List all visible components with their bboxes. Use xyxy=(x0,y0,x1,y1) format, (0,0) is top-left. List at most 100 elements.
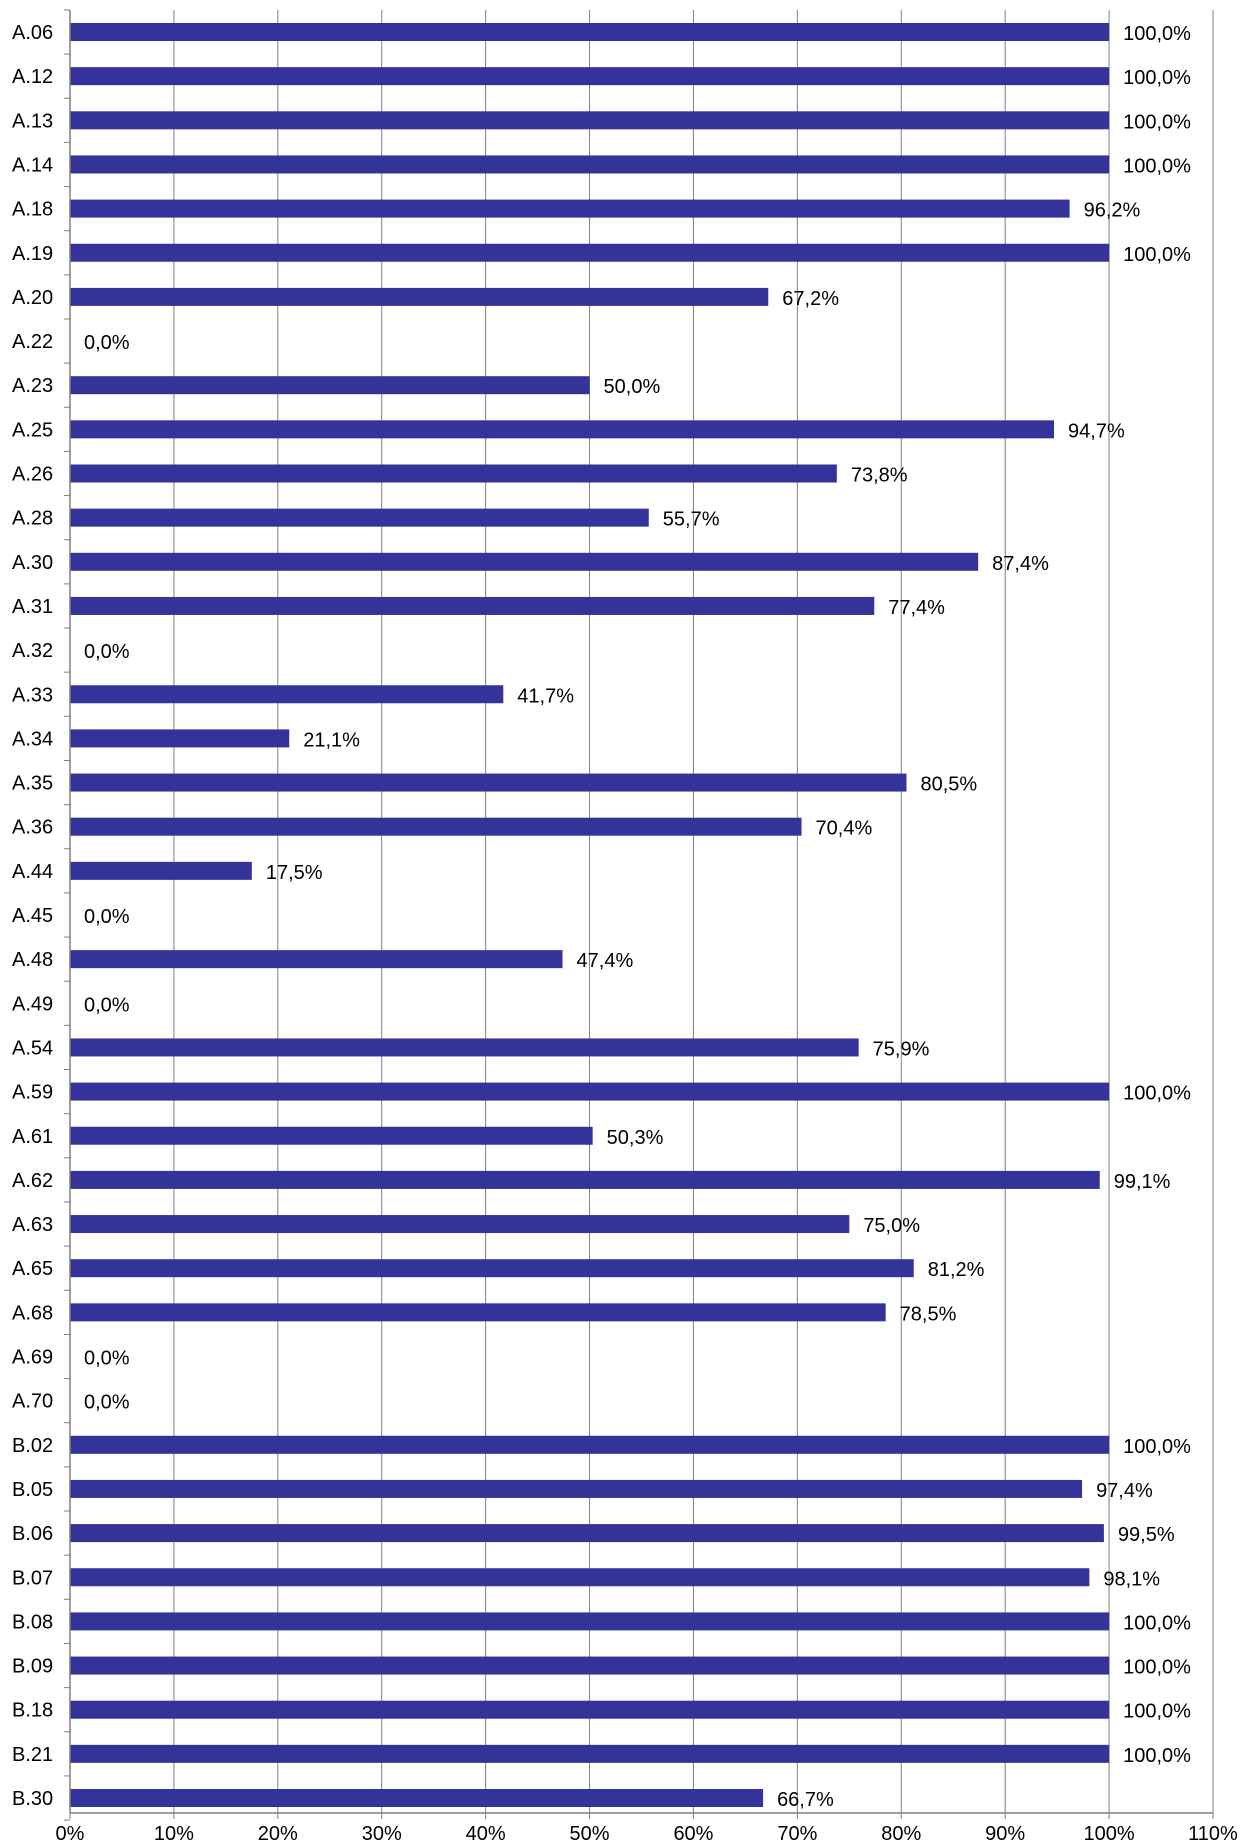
category-label: A.22 xyxy=(12,331,53,353)
category-label: A.13 xyxy=(12,110,53,132)
bar-a-61 xyxy=(70,1126,593,1145)
data-label: 73,8% xyxy=(851,465,908,487)
category-label: A.59 xyxy=(12,1082,53,1104)
bar-a-13 xyxy=(70,111,1110,130)
data-label: 55,7% xyxy=(663,509,720,531)
category-label: A.70 xyxy=(12,1391,53,1413)
category-label: A.68 xyxy=(12,1302,53,1324)
category-label: A.31 xyxy=(12,596,53,618)
data-label: 100,0% xyxy=(1123,111,1191,133)
bar-a-63 xyxy=(70,1215,850,1234)
bar-a-30 xyxy=(70,552,979,571)
data-label: 100,0% xyxy=(1123,23,1191,45)
category-label: A.14 xyxy=(12,154,53,176)
x-tick-label: 100% xyxy=(1084,1823,1135,1845)
value-labels: 100,0% 100,0% 100,0% 100,0% 96,2% 100,0% 67,2%… xyxy=(84,23,1191,1811)
category-label: A.48 xyxy=(12,949,53,971)
category-label: A.06 xyxy=(12,22,53,44)
x-tick-label: 0% xyxy=(56,1823,85,1845)
x-tick-label: 80% xyxy=(881,1823,921,1845)
category-label: A.28 xyxy=(12,508,53,530)
category-label: B.08 xyxy=(12,1611,53,1633)
category-label: A.20 xyxy=(12,287,53,309)
x-tick-label: 110% xyxy=(1188,1823,1238,1845)
category-label: A.44 xyxy=(12,861,53,883)
data-label: 41,7% xyxy=(517,685,574,707)
category-label: B.05 xyxy=(12,1479,53,1501)
bar-a-14 xyxy=(70,155,1110,174)
bar-b-06 xyxy=(70,1524,1104,1543)
bar-a-34 xyxy=(70,729,290,748)
x-tick-label: 40% xyxy=(466,1823,506,1845)
data-label: 100,0% xyxy=(1123,1436,1191,1458)
category-labels: A.06 A.12 A.13 A.14 A.18 A.19 A.20 A.22 A.23 A.25… xyxy=(12,22,53,1810)
bar-a-31 xyxy=(70,596,875,615)
bar-b-07 xyxy=(70,1568,1090,1587)
bar-a-62 xyxy=(70,1170,1100,1189)
x-tick-label: 20% xyxy=(258,1823,298,1845)
data-label: 100,0% xyxy=(1123,67,1191,89)
data-label: 67,2% xyxy=(782,288,839,310)
data-label: 50,3% xyxy=(607,1127,664,1149)
x-tick-label: 70% xyxy=(777,1823,817,1845)
category-label: A.34 xyxy=(12,728,53,750)
category-label: B.18 xyxy=(12,1700,53,1722)
data-label: 100,0% xyxy=(1123,1745,1191,1767)
y-tick-marks xyxy=(64,9,70,1821)
data-label: 100,0% xyxy=(1123,1701,1191,1723)
data-label: 97,4% xyxy=(1096,1480,1153,1502)
bar-a-23 xyxy=(70,376,590,395)
bar-a-65 xyxy=(70,1259,914,1278)
data-label: 0,0% xyxy=(84,641,130,663)
category-label: A.26 xyxy=(12,464,53,486)
category-label: B.07 xyxy=(12,1567,53,1589)
bar-a-59 xyxy=(70,1082,1110,1101)
category-label: A.32 xyxy=(12,640,53,662)
category-label: A.30 xyxy=(12,552,53,574)
category-label: B.02 xyxy=(12,1435,53,1457)
category-label: B.06 xyxy=(12,1523,53,1545)
data-label: 66,7% xyxy=(777,1789,834,1811)
x-tick-labels: 0% 10% 20% 30% 40% 50% 60% 70% 80% 90% 100% 110% xyxy=(56,1823,1239,1845)
category-label: A.19 xyxy=(12,243,53,265)
bar-a-48 xyxy=(70,950,563,969)
data-label: 75,9% xyxy=(873,1038,930,1060)
data-label: 87,4% xyxy=(992,553,1049,575)
category-label: B.30 xyxy=(12,1788,53,1810)
data-label: 0,0% xyxy=(84,906,130,928)
category-label: A.12 xyxy=(12,66,53,88)
category-label: A.63 xyxy=(12,1214,53,1236)
category-label: B.09 xyxy=(12,1656,53,1678)
data-label: 21,1% xyxy=(303,729,360,751)
bar-a-19 xyxy=(70,243,1110,262)
x-tick-label: 10% xyxy=(154,1823,194,1845)
data-label: 80,5% xyxy=(920,774,977,796)
data-label: 78,5% xyxy=(900,1303,957,1325)
bars xyxy=(70,23,1110,1807)
data-label: 0,0% xyxy=(84,1348,130,1370)
category-label: A.61 xyxy=(12,1126,53,1148)
data-label: 100,0% xyxy=(1123,1657,1191,1679)
data-label: 0,0% xyxy=(84,332,130,354)
bar-a-06 xyxy=(70,23,1110,41)
data-label: 99,1% xyxy=(1114,1171,1171,1193)
data-label: 70,4% xyxy=(816,818,873,840)
category-label: A.45 xyxy=(12,905,53,927)
category-label: A.65 xyxy=(12,1258,53,1280)
data-label: 100,0% xyxy=(1123,244,1191,266)
x-tick-label: 50% xyxy=(570,1823,610,1845)
category-label: A.18 xyxy=(12,199,53,221)
data-label: 99,5% xyxy=(1118,1524,1175,1546)
category-label: A.54 xyxy=(12,1037,53,1059)
bar-a-44 xyxy=(70,861,252,880)
data-label: 100,0% xyxy=(1123,1083,1191,1105)
data-label: 47,4% xyxy=(577,950,634,972)
category-label: A.36 xyxy=(12,817,53,839)
bar-a-35 xyxy=(70,773,907,792)
x-tick-label: 60% xyxy=(673,1823,713,1845)
data-label: 77,4% xyxy=(888,597,945,619)
bar-a-20 xyxy=(70,287,769,306)
bar-a-54 xyxy=(70,1038,859,1057)
category-label: B.21 xyxy=(12,1744,53,1766)
